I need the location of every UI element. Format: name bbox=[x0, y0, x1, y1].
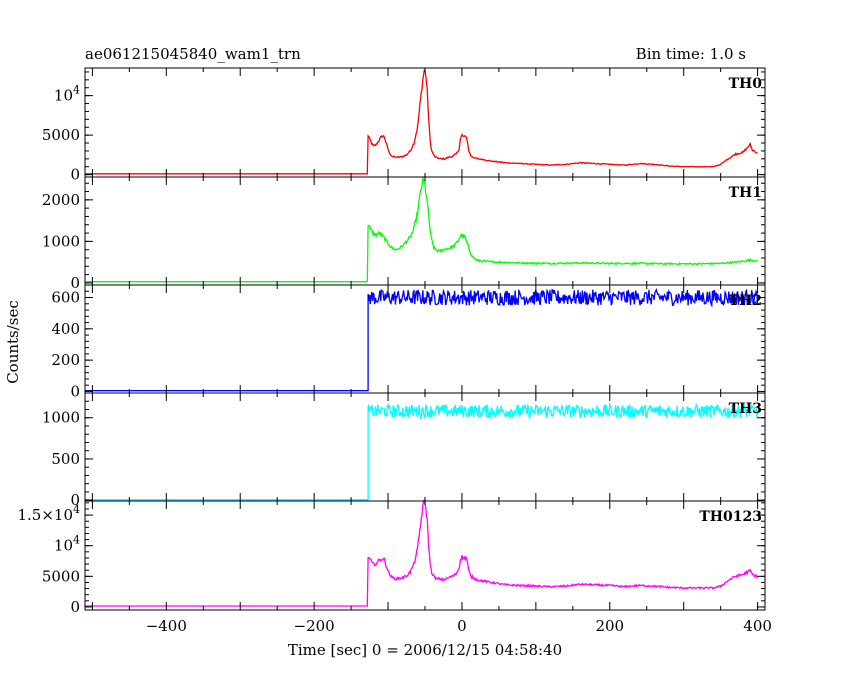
y-tick-label: 1000 bbox=[42, 409, 80, 427]
y-tick-label: 2000 bbox=[42, 191, 80, 209]
panel-th3: 0 500 1000 TH3 bbox=[42, 392, 766, 509]
x-axis-title: Time [sec] 0 = 2006/12/15 04:58:40 bbox=[288, 641, 562, 659]
panel-label-th2: TH2 bbox=[729, 293, 762, 309]
y-tick-label: 0 bbox=[70, 598, 80, 616]
y-tick-label: 104 bbox=[54, 84, 80, 105]
y-tick-label: 1000 bbox=[42, 232, 80, 250]
x-tick-label: 0 bbox=[457, 617, 467, 635]
panel-th1: 0 1000 2000 TH1 bbox=[42, 176, 766, 292]
panel-label-th1: TH1 bbox=[729, 185, 762, 201]
panel-frame bbox=[84, 176, 766, 286]
series-line-th1 bbox=[85, 177, 759, 283]
panel-th0123: 0 5000 104 1.5×104 TH0123 bbox=[17, 498, 766, 616]
x-tick-label: 400 bbox=[743, 617, 772, 635]
y-tick-label: 400 bbox=[51, 320, 80, 338]
panel-frame bbox=[84, 500, 766, 611]
x-tick-label: −400 bbox=[146, 617, 187, 635]
panel-label-th0: TH0 bbox=[729, 76, 763, 92]
y-tick-label: 5000 bbox=[42, 126, 80, 144]
y-tick-label: 500 bbox=[51, 450, 80, 468]
series-line-th3 bbox=[85, 402, 759, 501]
y-axis-title: Counts/sec bbox=[4, 300, 22, 384]
panel-th0: 0 5000 104 TH0 bbox=[42, 67, 766, 184]
series-line-th2 bbox=[85, 287, 759, 392]
panel-th2: 0 200 400 600 TH2 bbox=[51, 284, 766, 400]
panel-label-th0123: TH0123 bbox=[699, 509, 762, 525]
y-tick-label: 5000 bbox=[42, 567, 80, 585]
y-tick-label: 600 bbox=[51, 289, 80, 307]
y-tick-label: 0 bbox=[70, 491, 80, 509]
y-tick-label: 104 bbox=[54, 534, 80, 555]
series-line-th0123 bbox=[85, 498, 758, 607]
y-tick-label: 1.5×104 bbox=[17, 503, 80, 524]
y-tick-label: 0 bbox=[70, 274, 80, 292]
series-line-th0 bbox=[85, 69, 758, 175]
panel-label-th3: TH3 bbox=[729, 401, 762, 417]
panel-frame bbox=[84, 67, 766, 178]
y-tick-label: 0 bbox=[70, 382, 80, 400]
chart-title: ae061215045840_wam1_trn bbox=[85, 45, 301, 63]
x-tick-label: 200 bbox=[595, 617, 624, 635]
y-tick-label: 0 bbox=[70, 166, 80, 184]
bin-time-label: Bin time: 1.0 s bbox=[636, 45, 746, 63]
x-tick-label: −200 bbox=[294, 617, 335, 635]
y-tick-label: 200 bbox=[51, 351, 80, 369]
